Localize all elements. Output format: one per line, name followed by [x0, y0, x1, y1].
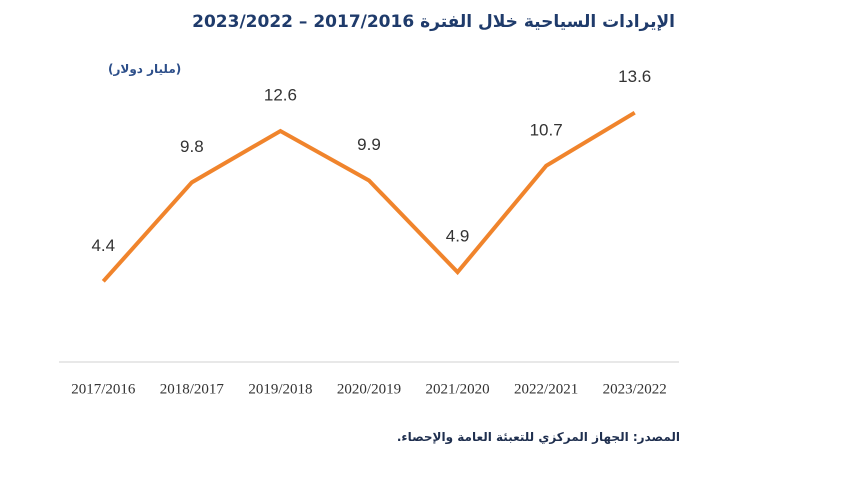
source-note: المصدر: الجهاز المركزي للتعبئة العامة وا…	[396, 430, 680, 444]
y-axis-label: (مليار دولار)	[108, 62, 182, 76]
data-label: 10.7	[530, 120, 563, 139]
chart-title: الإيرادات السياحية خلال الفترة 2017/2016…	[192, 12, 675, 32]
data-label: 9.9	[357, 135, 381, 154]
data-label: 12.6	[264, 85, 297, 104]
x-tick-label: 2017/2016	[71, 381, 136, 397]
data-label: 9.8	[180, 137, 204, 156]
x-tick-label: 2022/2021	[514, 381, 578, 397]
x-tick-label: 2018/2017	[160, 381, 225, 397]
data-label: 13.6	[618, 67, 651, 86]
data-line	[101, 110, 636, 283]
data-label: 4.4	[91, 236, 115, 255]
x-tick-label: 2019/2018	[248, 381, 312, 397]
x-tick-label: 2020/2019	[337, 381, 401, 397]
data-label: 4.9	[446, 227, 470, 246]
x-tick-label: 2021/2020	[425, 381, 489, 397]
x-tick-label: 2023/2022	[603, 381, 667, 397]
